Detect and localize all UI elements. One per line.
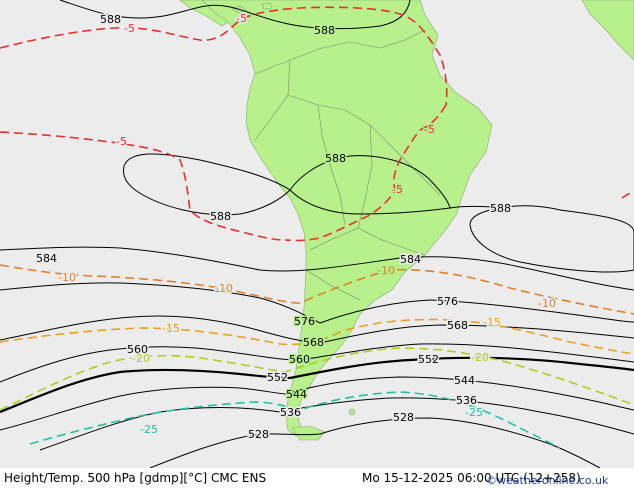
height-contours [0, 0, 634, 468]
temp-label: -10 [58, 271, 76, 284]
credit-link[interactable]: ©weatheronline.co.uk [486, 474, 609, 487]
height-label: 584 [36, 252, 57, 265]
temp-label: -5 [236, 12, 247, 25]
isotherm-minus20 [0, 347, 634, 411]
country-borders [254, 29, 441, 301]
height-label: 576 [437, 295, 458, 308]
temp-label: -20 [132, 352, 150, 365]
temp-label: -10 [377, 264, 395, 277]
temp-label: -20 [471, 351, 489, 364]
contour-588-east-loop [469, 206, 634, 273]
height-label: 588 [490, 202, 511, 215]
temp-label: -10 [215, 282, 233, 295]
height-label: 528 [248, 428, 269, 441]
valid-datetime: Mo 15-12-2025 06:00 UTC (12+258) [362, 471, 581, 485]
height-label: 536 [280, 406, 301, 419]
temp-label: -10 [538, 297, 556, 310]
temperature-isotherms [0, 6, 634, 449]
height-label: 588 [100, 13, 121, 26]
height-label: 536 [456, 394, 477, 407]
height-label: 584 [400, 253, 421, 266]
contour-560 [0, 343, 634, 383]
contour-576 [0, 282, 634, 324]
map-title: Height/Temp. 500 hPa [gdmp][°C] CMC ENS [4, 471, 267, 485]
temp-label: -5 [424, 123, 435, 136]
isotherm-minus15 [0, 318, 634, 355]
height-label: 544 [454, 374, 475, 387]
isotherm-minus5-north [0, 6, 448, 106]
contour-588-west-loop [123, 153, 291, 216]
africa-landmass [581, 0, 634, 61]
isotherm-minus5-east-stub [621, 190, 634, 199]
height-labels: 588 588 588 588 588 584 584 576 576 568 … [35, 12, 513, 443]
contour-544 [0, 376, 634, 431]
isotherm-minus25 [29, 391, 561, 449]
isotherm-minus5-brazil [284, 104, 447, 242]
contour-528 [149, 417, 601, 468]
tierra-del-fuego [291, 425, 326, 441]
contour-588-brazil [289, 155, 451, 215]
contour-588-east [449, 205, 561, 211]
falkland-islands [348, 408, 356, 416]
height-label: 588 [325, 152, 346, 165]
contour-568 [0, 315, 634, 344]
temp-label: -25 [140, 423, 158, 436]
temp-label: -15 [483, 316, 501, 329]
isotherm-minus5-west [0, 131, 286, 241]
height-label: 588 [210, 210, 231, 223]
height-label: 528 [393, 411, 414, 424]
contour-588-north [59, 0, 411, 30]
contour-552-thick [0, 356, 634, 414]
temp-label: -5 [116, 135, 127, 148]
height-label: 552 [418, 353, 439, 366]
height-label: 560 [127, 343, 148, 356]
map-footer: Height/Temp. 500 hPa [gdmp][°C] CMC ENS … [0, 468, 634, 490]
height-label: 568 [447, 319, 468, 332]
height-label: 576 [294, 315, 315, 328]
weather-map: 588 588 588 588 588 584 584 576 576 568 … [0, 0, 634, 468]
height-label: 544 [286, 388, 307, 401]
temp-label: -5 [124, 22, 135, 35]
height-label: 568 [303, 336, 324, 349]
temp-label: -25 [465, 406, 483, 419]
height-label: 552 [267, 371, 288, 384]
isotherm-minus10 [0, 264, 634, 315]
height-label: 560 [289, 353, 310, 366]
temp-label: -5 [392, 183, 403, 196]
temp-label: -15 [162, 322, 180, 335]
height-label: 588 [314, 24, 335, 37]
temperature-labels: -5 -5 -5 -5 -5 -10 -10 -10 -10 -15 -15 -… [57, 11, 558, 438]
south-america-landmass [199, 0, 493, 437]
contour-584 [0, 246, 634, 291]
